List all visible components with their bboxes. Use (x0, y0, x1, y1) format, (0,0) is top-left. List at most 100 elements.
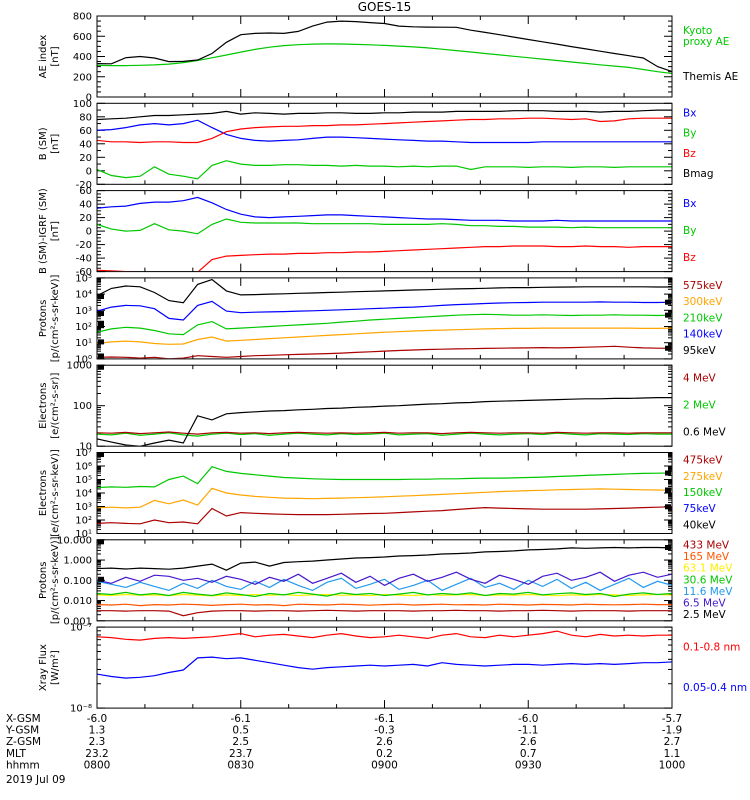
page-title: GOES-15 (357, 0, 412, 14)
panel-ae-index: 0 200 400 600 800 AE index [nT] Kyoto proxy AE Th… (38, 12, 738, 104)
series-140kev (97, 300, 672, 321)
y-axis-label: Electrons (38, 470, 49, 516)
series-bz (97, 245, 672, 272)
axis-value: 1000 (659, 759, 686, 771)
series-bx (97, 119, 672, 144)
legend-475kev: 475keV (683, 455, 723, 467)
legend-140kev: 140keV (683, 329, 723, 341)
axis-value: 0.2 (376, 748, 393, 760)
y-axis-label: [p/(cm²-s-sr-keV)] (50, 274, 61, 362)
legend-bmag: Bmag (683, 168, 714, 180)
series-11.6-mev (97, 577, 672, 592)
data-gap-mark (665, 299, 671, 305)
series-0.1-0.8-nm (97, 630, 672, 641)
y-tick-label: 200 (73, 72, 92, 83)
y-tick-label: 0.100 (63, 576, 92, 587)
y-tick-label: 10⁷ (75, 448, 92, 459)
axis-value: 23.2 (85, 748, 108, 760)
y-tick-label: 0 (86, 166, 92, 177)
y-tick-label: 100 (73, 401, 92, 412)
y-tick-label: 100 (73, 99, 92, 110)
y-tick-label: 1.000 (63, 556, 92, 567)
panel-frame (96, 102, 673, 185)
y-tick-label: 20 (79, 153, 92, 164)
legend-bx: Bx (683, 107, 696, 119)
series-95kev (97, 278, 672, 304)
series-by (97, 160, 672, 180)
axis-value: -0.3 (374, 725, 395, 737)
axis-value: 1.1 (664, 748, 681, 760)
data-gap-mark (98, 294, 104, 300)
legend-300kev: 300keV (683, 296, 723, 308)
y-tick-label: 10⁻⁸ (70, 704, 92, 715)
axis-value: -1.9 (662, 725, 683, 737)
axis-value: 23.7 (229, 748, 252, 760)
y-tick-label: 10⁵ (75, 475, 92, 486)
y-tick-label: 10⁰ (75, 354, 92, 365)
y-tick-label: 60 (79, 126, 92, 137)
legend-11.6-mev: 11.6 MeV (683, 586, 733, 598)
series-210kev (97, 313, 672, 336)
legend-by: By (683, 128, 696, 140)
y-axis-label: [nT] (50, 221, 61, 241)
legend-30.6-mev: 30.6 MeV (683, 574, 733, 586)
y-tick-label: 0 (86, 227, 92, 238)
y-tick-label: 10⁴ (75, 489, 92, 500)
data-gap-mark (665, 345, 671, 351)
series-0.05-0.4-nm (97, 656, 672, 679)
data-gap-mark (665, 504, 671, 510)
panel-electrons-kev: 10¹ 10² 10³ 10⁴ 10⁵ 10⁶ 10⁷ Electrons [e/(cm²-s-… (38, 448, 723, 540)
axis-value: 1.3 (89, 725, 106, 737)
y-tick-label: 60 (79, 186, 92, 197)
legend-0.6-mev: 0.6 MeV (683, 427, 727, 439)
y-tick-label: 0 (86, 93, 92, 104)
legend-bz: Bz (683, 252, 696, 264)
y-axis-label: AE index (38, 35, 49, 79)
date-label: 2019 Jul 09 (6, 774, 66, 786)
legend-0.1-0.8-nm: 0.1-0.8 nm (683, 641, 740, 653)
legend-575kev: 575keV (683, 280, 723, 292)
legend-63.1-mev: 63.1 MeV (683, 563, 733, 575)
series-6.5-mev (97, 571, 672, 587)
legend-40kev: 40keV (683, 519, 717, 531)
y-tick-label: 80 (79, 112, 92, 123)
data-gap-mark (98, 323, 104, 329)
y-tick-label: 10.000 (57, 535, 92, 546)
axis-value: 2.7 (664, 736, 681, 748)
panel-frame (96, 452, 673, 534)
axis-value: 0.5 (232, 725, 249, 737)
y-axis-label: [W/m²] (50, 650, 61, 685)
y-tick-label: 10⁻⁷ (70, 623, 92, 634)
y-tick-label: 10² (75, 322, 92, 333)
series-63.1-mev (97, 593, 672, 597)
axis-value: 2.6 (520, 736, 537, 748)
data-gap-mark (665, 470, 671, 476)
series-4-mev (97, 431, 672, 435)
series-bmag (97, 109, 672, 121)
y-tick-label: -20 (76, 240, 92, 251)
y-tick-label: 20 (79, 213, 92, 224)
data-gap-mark (98, 339, 104, 345)
axis-value: 2.6 (376, 736, 393, 748)
axis-value: -6.1 (231, 713, 252, 725)
series-bz (97, 117, 672, 144)
y-axis-label: [e/(cm²-s-sr)] (50, 373, 61, 439)
y-tick-label: 10³ (75, 306, 92, 317)
y-axis-label: Electrons (38, 383, 49, 429)
data-gap-mark (98, 576, 104, 582)
axis-row-label-hhmm: hhmm (6, 759, 40, 771)
series-475kev (97, 506, 672, 525)
panel-frame (96, 626, 673, 709)
y-axis-label: Protons (38, 562, 49, 599)
panel-protons-mev: 0.001 0.010 0.100 1.000 10.000 Protons [p/(cm²… (38, 535, 733, 627)
y-axis-label: [nT] (50, 46, 61, 66)
axis-value: -6.1 (374, 713, 395, 725)
y-tick-label: -60 (76, 267, 92, 278)
y-tick-label: 10⁴ (75, 290, 92, 301)
data-gap-mark (665, 312, 671, 318)
y-tick-label: 400 (73, 52, 92, 63)
y-axis-label: [p/(cm²-s-sr-keV)] (50, 536, 61, 624)
data-gap-mark (98, 364, 104, 370)
axis-row-label-z-gsm: Z-GSM (6, 736, 41, 748)
legend-4-mev: 4 MeV (683, 373, 717, 385)
